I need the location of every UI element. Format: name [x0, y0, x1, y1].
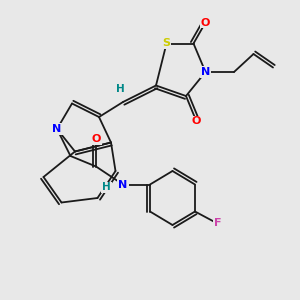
- Text: F: F: [214, 218, 221, 229]
- Text: N: N: [201, 67, 210, 77]
- Text: N: N: [52, 124, 62, 134]
- Text: N: N: [118, 179, 127, 190]
- Text: O: O: [192, 116, 201, 127]
- Text: H: H: [116, 83, 124, 94]
- Text: S: S: [163, 38, 170, 49]
- Text: O: O: [91, 134, 101, 145]
- Text: H: H: [102, 182, 111, 193]
- Text: O: O: [201, 17, 210, 28]
